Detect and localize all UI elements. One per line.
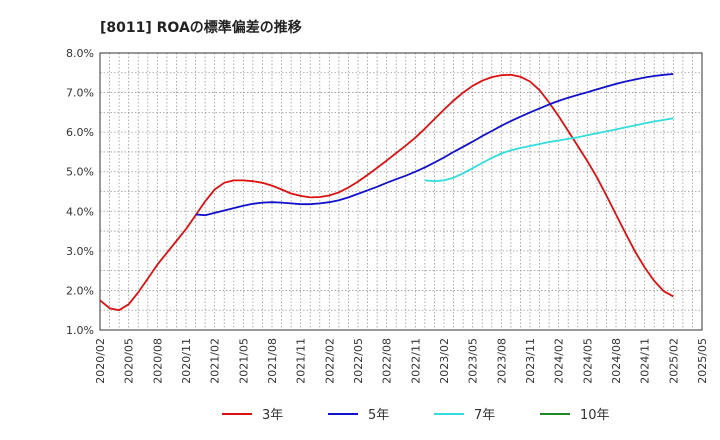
y-tick-label: 1.0% (66, 324, 94, 337)
x-tick-label: 2020/08 (151, 338, 164, 384)
series-line-1 (195, 73, 674, 217)
x-tick-label: 2024/08 (610, 338, 623, 384)
x-tick-label: 2020/05 (123, 338, 136, 384)
plot-frame (99, 52, 703, 331)
x-tick-label: 2023/08 (495, 338, 508, 384)
x-tick-label: 2020/02 (94, 338, 107, 384)
x-tick-label: 2022/05 (352, 338, 365, 384)
x-tick-label: 2024/11 (639, 338, 652, 384)
y-tick-label: 6.0% (66, 126, 94, 139)
x-tick-label: 2023/02 (438, 338, 451, 384)
x-tick-label: 2023/11 (524, 338, 537, 384)
chart-title: [8011] ROAの標準偏差の推移 (100, 19, 302, 36)
x-tick-label: 2024/05 (581, 338, 594, 384)
x-tick-label: 2021/11 (295, 338, 308, 384)
x-tick-label: 2025/02 (667, 338, 680, 384)
x-tick-label: 2021/08 (266, 338, 279, 384)
y-tick-label: 3.0% (66, 245, 94, 258)
y-tick-label: 5.0% (66, 166, 94, 179)
grid (100, 53, 702, 330)
y-axis-ticks: 1.0% 2.0% 3.0% 4.0% 5.0% 6.0% 7.0% 8.0% (66, 47, 94, 337)
x-tick-label: 2025/05 (696, 338, 709, 384)
x-axis-ticks: 2020/02 2020/05 2020/08 2020/11 2021/02 2021/… (94, 338, 709, 384)
y-tick-label: 4.0% (66, 205, 94, 218)
x-tick-label: 2024/02 (553, 338, 566, 384)
y-tick-label: 7.0% (66, 87, 94, 100)
legend-label-2: 7年 (474, 408, 495, 423)
legend-label-3: 10年 (580, 408, 610, 423)
x-tick-label: 2020/11 (180, 338, 193, 384)
x-tick-label: 2022/08 (381, 338, 394, 384)
series-line-2 (424, 117, 674, 183)
x-tick-label: 2022/11 (409, 338, 422, 384)
x-tick-label: 2023/05 (467, 338, 480, 384)
series-lines (99, 73, 674, 312)
x-tick-label: 2021/02 (209, 338, 222, 384)
y-tick-label: 8.0% (66, 47, 94, 60)
legend-label-0: 3年 (262, 408, 283, 423)
legend-label-1: 5年 (368, 408, 389, 423)
x-tick-label: 2021/05 (237, 338, 250, 384)
x-tick-label: 2022/02 (323, 338, 336, 384)
y-tick-label: 2.0% (66, 284, 94, 297)
legend: 3年 5年 7年 10年 (222, 408, 610, 423)
